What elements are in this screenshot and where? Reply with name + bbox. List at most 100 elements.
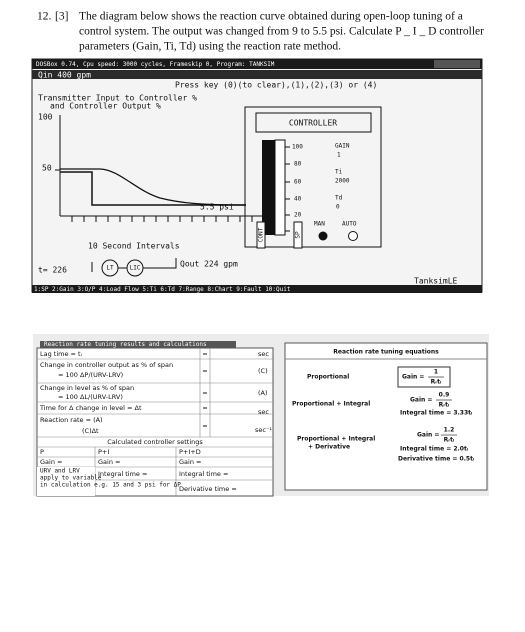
eq-label: Gain = — [410, 397, 432, 404]
scale-label: 80 — [294, 161, 302, 168]
x-label: 10 Second Intervals — [88, 242, 180, 251]
dos-screen: DOSBox 0.74, Cpu speed: 3000 cycles, Fra… — [31, 58, 483, 293]
question-line: The diagram below shows the reaction cur… — [79, 11, 463, 23]
settings-title: Calculated controller settings — [107, 438, 203, 446]
question-number: 12. — [37, 11, 52, 23]
man-label: MAN — [314, 221, 325, 228]
scale-label: 100 — [292, 144, 303, 151]
question-line: parameters (Gain, Ti, Td) using the reac… — [79, 41, 341, 53]
shape-rect — [244, 106, 382, 248]
eq-den: Rᵣtₗ — [431, 379, 442, 386]
col-header: P+I — [98, 448, 109, 456]
tag: SP — [295, 231, 302, 239]
equals: = — [202, 389, 207, 397]
unit: sec — [258, 350, 269, 358]
col-header: P — [40, 448, 44, 456]
row-label: Change in level as % of span — [40, 384, 134, 392]
equals: = — [202, 350, 207, 358]
question-marks: [3] — [55, 11, 68, 23]
eq-label: Gain = — [402, 374, 424, 381]
shape-rect — [32, 59, 482, 69]
shape-rect — [31, 58, 483, 293]
tag: CONT — [258, 227, 265, 242]
col-header: P+I+D — [179, 448, 201, 456]
shape-rect — [397, 366, 451, 388]
auto-label: AUTO — [342, 221, 357, 228]
lt: LT — [106, 265, 114, 272]
shape-rect — [284, 342, 488, 491]
unit: (C) — [258, 367, 268, 375]
auto-button[interactable] — [348, 231, 358, 241]
eq-num: 1.2 — [444, 427, 455, 434]
shape-rect — [293, 221, 303, 249]
y-label: 50 — [42, 164, 52, 173]
gain-cell: Gain = — [179, 458, 201, 466]
shape-rect — [434, 60, 480, 68]
group-name: Proportional + Integral — [297, 436, 375, 443]
group-name: Proportional — [307, 374, 349, 381]
equals: = — [202, 367, 207, 375]
ti-label: Ti — [335, 169, 343, 176]
note: apply to variable — [40, 475, 102, 482]
qout: Qout 224 gpm — [180, 260, 238, 269]
eq-num: 1 — [434, 369, 438, 376]
td-label: Td — [335, 195, 343, 202]
menu: 1:SP 2:Gain 3:O/P 4:Load Flow 5:Ti 6:Td … — [34, 286, 291, 293]
eq-den: Rᵣtₗ — [444, 437, 455, 444]
ti-value: 2000 — [335, 178, 350, 185]
shape-rect — [262, 140, 275, 235]
shape-rect — [37, 467, 95, 496]
unit: sec⁻¹ — [255, 426, 272, 434]
equals: = — [202, 422, 207, 430]
results-table: Reaction rate tuning results and calcula… — [36, 341, 274, 497]
group-name: + Derivative — [308, 444, 350, 451]
row-label: (C)Δt — [82, 427, 99, 435]
shape-g — [285, 146, 290, 232]
man-button[interactable] — [318, 231, 328, 241]
prompt: Press key (0)(to clear),(1),(2),(3) or (… — [175, 81, 377, 90]
eq-label: Gain = — [417, 432, 439, 439]
row-label: Reaction rate = (A) — [40, 416, 103, 424]
row-label: Lag time = tₗ — [40, 350, 82, 358]
question-line: control system. The output was changed f… — [79, 26, 484, 38]
output-label: 5.5 psi — [200, 203, 234, 212]
shape-rect — [256, 221, 266, 249]
scale-label: 20 — [294, 212, 302, 219]
eq-line: Integral time = 3.33tₗ — [400, 410, 472, 417]
gain-cell: Gain = — [98, 458, 120, 466]
window-title: DOSBox 0.74, Cpu speed: 3000 cycles, Fra… — [36, 61, 275, 68]
gain-label: GAIN — [335, 143, 350, 150]
scale-label: 40 — [294, 196, 302, 203]
y-label: 100 — [38, 113, 53, 122]
equations-box: Reaction rate tuning equations Proportio… — [284, 342, 488, 491]
shape-rect — [32, 285, 482, 293]
legend: Transmitter Input to Controller % — [38, 94, 197, 103]
note: URV and LRV — [40, 468, 80, 475]
reaction-curve — [60, 168, 247, 206]
eq-line: Derivative time = 0.5tₗ — [398, 456, 474, 463]
time: t= 226 — [38, 266, 67, 275]
row-label: Change in controller output as % of span — [40, 361, 173, 369]
equals: = — [202, 404, 207, 412]
legend: and Controller Output % — [50, 102, 161, 111]
equations-title: Reaction rate tuning equations — [333, 349, 439, 356]
unit: (A) — [258, 389, 268, 397]
group-name: Proportional + Integral — [292, 401, 370, 408]
shape-path — [40, 341, 236, 348]
scale-label: 60 — [294, 179, 302, 186]
row-label: = 100 ΔL/(URV-LRV) — [58, 393, 123, 401]
gain-cell: Gain = — [40, 458, 62, 466]
eq-num: 0.9 — [439, 392, 450, 399]
unit: sec — [258, 408, 269, 416]
gain-value: 1 — [337, 152, 341, 159]
controller-title: CONTROLLER — [289, 119, 337, 128]
program: TanksimLE — [414, 277, 458, 286]
note: in calculation e.g. 15 and 3 psi for ΔP — [40, 482, 181, 489]
shape-path — [143, 258, 177, 269]
derivative-cell: Derivative time = — [179, 485, 237, 493]
qin: Qin 400 gpm — [38, 71, 91, 80]
lic: LIC — [130, 265, 141, 272]
eq-den: Rᵣtₗ — [439, 402, 450, 409]
shape-rect — [274, 139, 286, 236]
results-title: Reaction rate tuning results and calcula… — [44, 341, 207, 348]
